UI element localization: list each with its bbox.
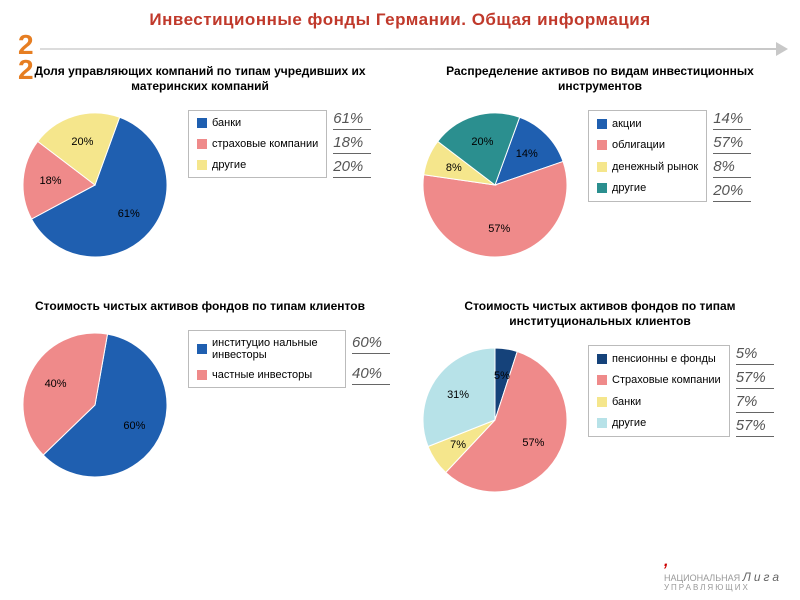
legend-label: денежный рынок bbox=[612, 161, 698, 173]
legend-swatch bbox=[597, 418, 607, 428]
legend-value: 18% bbox=[333, 134, 371, 154]
legend-column: банки страховые компании другие bbox=[188, 110, 327, 178]
legend-swatch bbox=[197, 160, 207, 170]
legend-label: другие bbox=[612, 182, 646, 194]
header-arrow-line bbox=[40, 48, 780, 50]
legend-label: Страховые компании bbox=[612, 374, 721, 386]
chart-title: Распределение активов по видам инвестици… bbox=[410, 64, 790, 94]
chart-quad-2: Стоимость чистых активов фондов по типам… bbox=[0, 295, 400, 530]
legend-item: акции bbox=[597, 118, 698, 130]
pie-chart bbox=[10, 100, 180, 270]
legend-value: 5% bbox=[736, 345, 774, 365]
value-column: 61% 18% 20% bbox=[333, 110, 371, 178]
legend-item: частные инвесторы bbox=[197, 369, 337, 381]
legend-item: банки bbox=[597, 396, 721, 408]
legend-item: облигации bbox=[597, 139, 698, 151]
pie-wrap: 5%57%7%31% bbox=[410, 335, 580, 505]
legend-label: другие bbox=[212, 159, 246, 171]
legend-value: 8% bbox=[713, 158, 751, 178]
legend-item: пенсионны е фонды bbox=[597, 353, 721, 365]
legend-item: институцио нальные инвесторы bbox=[197, 337, 337, 361]
page-title: Инвестиционные фонды Германии. Общая инф… bbox=[0, 0, 800, 30]
legend-swatch bbox=[597, 354, 607, 364]
footer-logo: , НАЦИОНАЛЬНАЯ Лига УПРАВЛЯЮЩИХ bbox=[664, 554, 782, 592]
legend-column: пенсионны е фонды Страховые компании банки… bbox=[588, 345, 730, 437]
legend-value: 61% bbox=[333, 110, 371, 130]
chart-body: 61%18%20%банкистраховые компаниидругие61… bbox=[10, 100, 390, 270]
footer-line3: УПРАВЛЯЮЩИХ bbox=[664, 584, 782, 592]
pie-wrap: 60%40% bbox=[10, 320, 180, 490]
legend-value: 14% bbox=[713, 110, 751, 130]
legend-value: 20% bbox=[713, 182, 751, 202]
legend-block: банки страховые компании другие 61% 18% 20% bbox=[188, 110, 371, 178]
footer-line1: НАЦИОНАЛЬНАЯ Лига bbox=[664, 571, 782, 584]
legend-label: частные инвесторы bbox=[212, 369, 312, 381]
legend-value: 7% bbox=[736, 393, 774, 413]
legend-item: другие bbox=[597, 182, 698, 194]
legend-label: страховые компании bbox=[212, 138, 318, 150]
legend-item: денежный рынок bbox=[597, 161, 698, 173]
legend-label: другие bbox=[612, 417, 646, 429]
legend-swatch bbox=[597, 375, 607, 385]
legend-column: институцио нальные инвесторы частные инве… bbox=[188, 330, 346, 388]
legend-swatch bbox=[597, 397, 607, 407]
legend-value: 60% bbox=[352, 334, 390, 354]
legend-swatch bbox=[197, 139, 207, 149]
legend-swatch bbox=[597, 183, 607, 193]
legend-swatch bbox=[197, 370, 207, 380]
legend-column: акции облигации денежный рынок другие bbox=[588, 110, 707, 202]
legend-label: пенсионны е фонды bbox=[612, 353, 716, 365]
footer-accent: , bbox=[664, 553, 668, 570]
charts-grid: Доля управляющих компаний по типам учред… bbox=[0, 60, 800, 530]
chart-body: 60% 40% институцио нальные инвесторы частны… bbox=[10, 320, 390, 490]
chart-title: Стоимость чистых активов фондов по типам… bbox=[410, 299, 790, 329]
legend-block: институцио нальные инвесторы частные инве… bbox=[188, 330, 390, 388]
legend-label: институцио нальные инвесторы bbox=[212, 337, 337, 361]
legend-value: 57% bbox=[736, 417, 774, 437]
pie-chart bbox=[410, 335, 580, 505]
value-column: 60% 40% bbox=[352, 330, 390, 388]
legend-value: 57% bbox=[713, 134, 751, 154]
legend-item: другие bbox=[597, 417, 721, 429]
chart-quad-0: Доля управляющих компаний по типам учред… bbox=[0, 60, 400, 295]
legend-item: банки bbox=[197, 117, 318, 129]
legend-swatch bbox=[197, 344, 207, 354]
legend-value: 20% bbox=[333, 158, 371, 178]
pie-chart bbox=[410, 100, 580, 270]
header-arrow-head bbox=[776, 42, 788, 56]
value-column: 5% 57% 7% 57% bbox=[736, 345, 774, 437]
legend-item: страховые компании bbox=[197, 138, 318, 150]
legend-item: Страховые компании bbox=[597, 374, 721, 386]
pie-wrap: 61%18%20% bbox=[10, 100, 180, 270]
legend-label: банки bbox=[212, 117, 241, 129]
chart-title: Доля управляющих компаний по типам учред… bbox=[10, 64, 390, 94]
legend-swatch bbox=[197, 118, 207, 128]
chart-title: Стоимость чистых активов фондов по типам… bbox=[10, 299, 390, 314]
value-column: 14% 57% 8% 20% bbox=[713, 110, 751, 202]
legend-item: другие bbox=[197, 159, 318, 171]
pie-chart bbox=[10, 320, 180, 490]
legend-swatch bbox=[597, 162, 607, 172]
legend-swatch bbox=[597, 119, 607, 129]
chart-quad-3: Стоимость чистых активов фондов по типам… bbox=[400, 295, 800, 530]
legend-label: банки bbox=[612, 396, 641, 408]
legend-value: 40% bbox=[352, 365, 390, 385]
chart-quad-1: Распределение активов по видам инвестици… bbox=[400, 60, 800, 295]
legend-swatch bbox=[597, 140, 607, 150]
legend-block: акции облигации денежный рынок другие 14% 57%… bbox=[588, 110, 751, 202]
legend-block: пенсионны е фонды Страховые компании банки… bbox=[588, 345, 774, 437]
chart-body: 14% 57% 8% 20% акции облигации денежный рынок д… bbox=[410, 100, 790, 270]
legend-label: облигации bbox=[612, 139, 665, 151]
legend-label: акции bbox=[612, 118, 642, 130]
pie-wrap: 14%57%8%20% bbox=[410, 100, 580, 270]
chart-body: 5%57%7%31% пенсионны е фонды Страховые ком… bbox=[410, 335, 790, 505]
legend-value: 57% bbox=[736, 369, 774, 389]
